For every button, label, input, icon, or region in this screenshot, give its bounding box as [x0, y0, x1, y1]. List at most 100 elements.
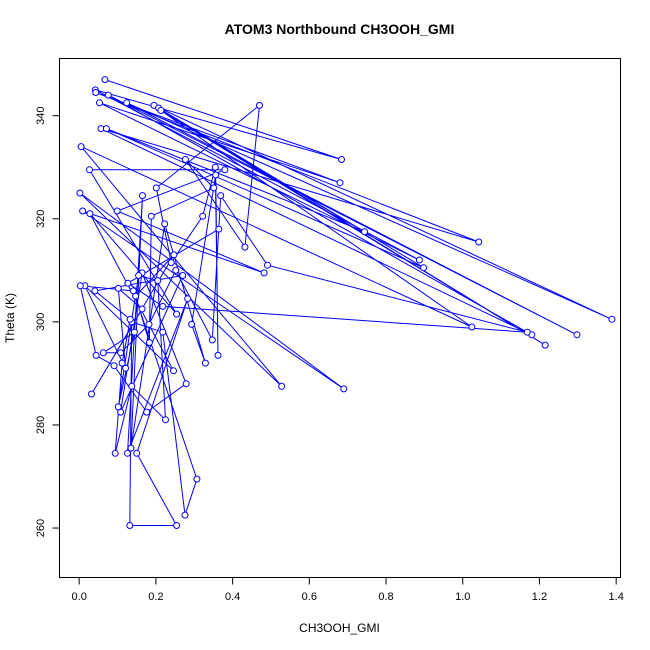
data-point	[173, 522, 181, 529]
data-point	[361, 228, 368, 236]
data-point	[415, 256, 423, 264]
data-point	[135, 272, 143, 279]
data-point	[114, 403, 122, 411]
data-point	[130, 328, 138, 336]
data-point	[173, 310, 181, 318]
data-point	[241, 243, 249, 251]
data-point	[211, 163, 219, 171]
data-point	[181, 511, 189, 519]
data-point	[172, 266, 180, 274]
data-point	[199, 212, 207, 220]
y-tick-label: 340	[35, 107, 47, 125]
data-line	[79, 79, 613, 526]
data-point	[133, 449, 141, 457]
data-point	[79, 207, 87, 215]
data-point	[210, 184, 218, 192]
data-point	[113, 207, 121, 215]
data-point	[92, 89, 100, 96]
data-point	[475, 238, 483, 246]
plot-area	[59, 58, 621, 578]
data-point	[182, 380, 190, 388]
plot-frame	[59, 58, 621, 578]
x-tick-label: 0.6	[302, 591, 317, 603]
data-point	[256, 101, 263, 109]
data-point	[138, 305, 146, 313]
data-layer	[76, 76, 616, 529]
chart-title: ATOM3 Northbound CH3OOH_GMI	[225, 21, 455, 37]
y-tick-label: 260	[35, 519, 47, 537]
data-point	[124, 449, 131, 457]
data-point	[88, 390, 95, 398]
data-point	[340, 385, 348, 393]
x-tick-label: 0.8	[378, 591, 393, 603]
data-point	[128, 382, 136, 390]
data-point	[336, 179, 344, 187]
data-point	[215, 225, 223, 233]
x-tick-label: 1.0	[455, 591, 470, 603]
data-point	[159, 328, 167, 336]
data-point	[104, 91, 112, 99]
y-tick-label: 280	[35, 416, 47, 434]
data-point	[122, 364, 130, 372]
data-point	[123, 99, 131, 107]
data-point	[126, 315, 134, 323]
data-point	[170, 367, 177, 375]
data-point	[260, 269, 268, 277]
x-tick-label: 1.4	[609, 591, 624, 603]
data-point	[208, 336, 216, 344]
data-point	[76, 282, 84, 290]
data-point	[221, 166, 229, 174]
data-point	[541, 341, 549, 349]
data-point	[143, 408, 151, 416]
data-point	[129, 287, 137, 295]
data-point	[102, 125, 110, 133]
data-point	[420, 264, 428, 272]
data-point	[92, 351, 100, 359]
data-point	[278, 382, 286, 390]
data-point	[162, 416, 169, 424]
x-axis-label: CH3OOH_GMI	[299, 621, 380, 635]
data-point	[214, 351, 222, 359]
data-point	[111, 449, 119, 457]
data-point	[608, 315, 616, 323]
data-point	[99, 349, 107, 357]
y-tick-label: 320	[35, 210, 47, 228]
x-tick-label: 0.4	[225, 591, 240, 603]
y-axis-label: Theta (K)	[3, 293, 17, 343]
data-point	[468, 323, 476, 331]
data-point	[264, 261, 271, 269]
data-point	[181, 156, 189, 163]
data-point	[338, 156, 345, 163]
data-point	[76, 189, 84, 197]
data-point	[157, 107, 165, 114]
data-point	[96, 99, 103, 107]
data-point	[145, 339, 153, 346]
x-tick-label: 0.2	[148, 591, 163, 603]
data-point	[188, 320, 196, 328]
data-point	[124, 279, 132, 287]
data-point	[179, 272, 187, 279]
data-point	[154, 277, 162, 285]
data-point	[139, 192, 146, 200]
y-axis: 260 280 300 320 340	[35, 107, 60, 537]
data-point	[91, 287, 99, 295]
x-tick-label: 0.0	[72, 591, 87, 603]
data-point	[147, 212, 155, 220]
data-point	[212, 171, 220, 179]
data-point	[145, 320, 153, 328]
x-axis: 0.0 0.2 0.4 0.6 0.8 1.0 1.2 1.4	[72, 577, 624, 603]
data-point	[170, 251, 178, 259]
data-point	[110, 362, 118, 370]
data-point	[161, 220, 169, 228]
data-point	[573, 331, 581, 339]
data-point	[101, 76, 109, 84]
data-point	[86, 166, 93, 174]
data-point	[77, 143, 85, 151]
data-point	[193, 475, 201, 483]
data-point	[117, 349, 125, 357]
data-point	[86, 210, 94, 218]
data-point	[152, 184, 160, 192]
data-point	[523, 328, 531, 336]
data-point	[126, 522, 134, 529]
